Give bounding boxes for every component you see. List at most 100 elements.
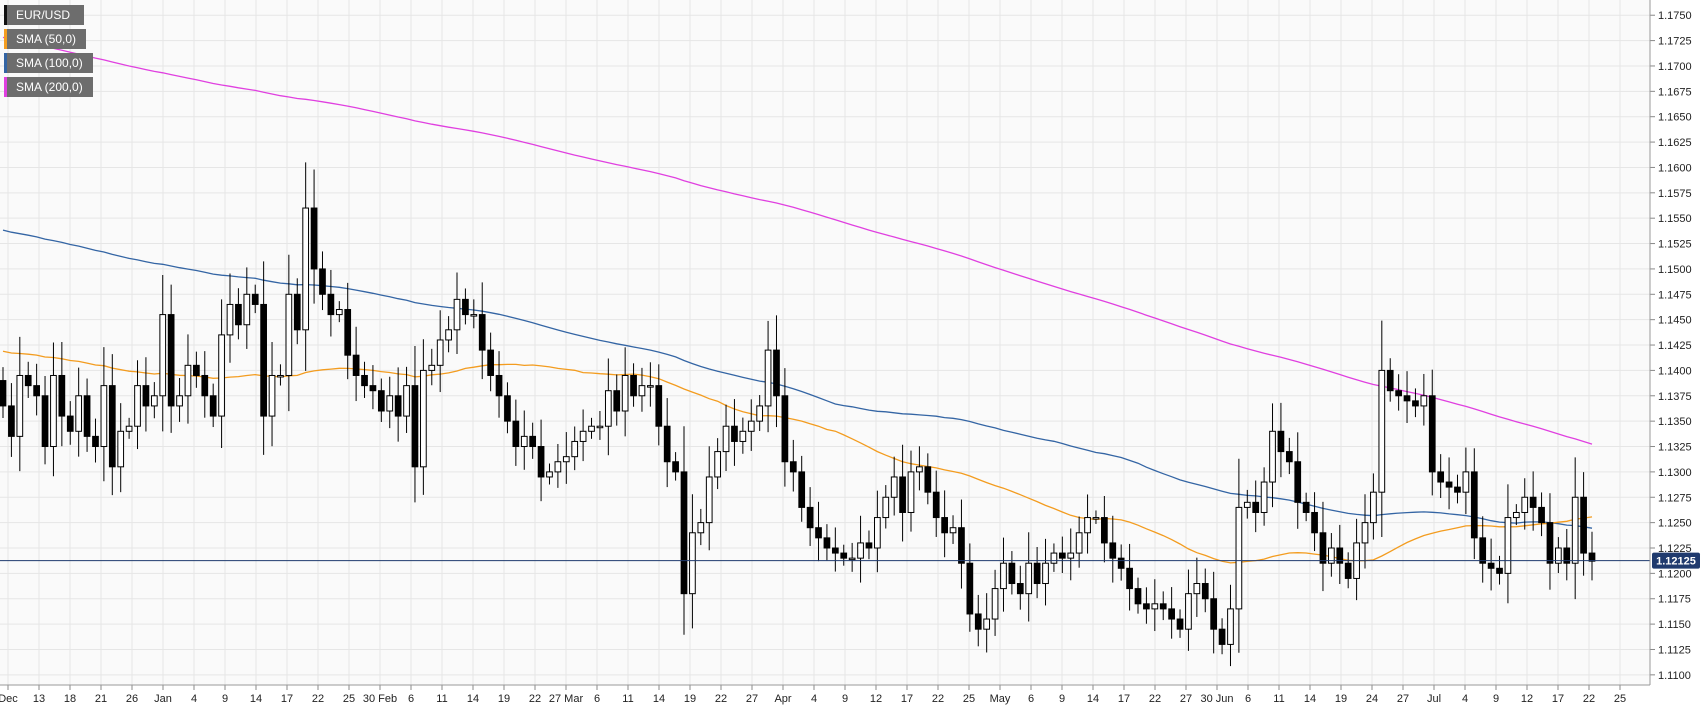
candle-bearish [319, 268, 326, 295]
candle-bearish [1496, 567, 1503, 574]
x-tick-label: 9 [1493, 693, 1499, 705]
x-tick-label: 27 [1397, 693, 1409, 705]
candle-bullish [75, 395, 83, 432]
candle-bearish [613, 390, 621, 412]
candle-bearish [1336, 547, 1344, 564]
candle-bullish [125, 425, 133, 432]
candle-bullish [1571, 496, 1579, 564]
x-tick-label: 13 [33, 693, 45, 705]
candle-bearish [1437, 471, 1445, 483]
candle-bearish [1176, 618, 1184, 630]
x-tick-label: 14 [653, 693, 665, 705]
candle-bearish [731, 425, 738, 442]
legend-item-eurusd[interactable]: EUR/USD [4, 5, 84, 25]
candle-bullish [1151, 603, 1159, 610]
candle-bullish [604, 390, 612, 427]
candle-bearish [1445, 481, 1453, 488]
y-tick-label: 1.1450 [1658, 315, 1692, 327]
candle-bullish [1269, 430, 1276, 483]
y-tick-label: 1.1625 [1658, 137, 1692, 149]
candle-bearish [327, 293, 335, 316]
candle-bearish [806, 506, 814, 529]
candle-bearish [92, 435, 99, 448]
candle-bullish [16, 374, 24, 437]
x-tick-label: 6 [1245, 693, 1251, 705]
candle-bullish [857, 542, 864, 559]
candle-bullish [1235, 506, 1243, 610]
candle-bearish [1033, 562, 1041, 585]
candle-bullish [159, 314, 167, 397]
legend-swatch [4, 29, 7, 49]
candle-bearish [966, 562, 974, 615]
y-tick-label: 1.1375 [1658, 391, 1692, 403]
candle-bullish [150, 395, 158, 407]
candle-bullish [890, 476, 898, 498]
candle-bearish [1470, 471, 1478, 539]
candle-bearish [1395, 390, 1402, 397]
price-label: 1.12125 [1656, 556, 1696, 568]
sma-200-line [2, 36, 1593, 445]
candle-bearish [478, 314, 486, 351]
legend-item-sma-200[interactable]: SMA (200,0) [4, 77, 93, 97]
candle-bearish [251, 293, 259, 305]
x-tick-label: 27 [1180, 693, 1192, 705]
x-tick-label: 22 [932, 693, 944, 705]
candle-bearish [630, 374, 637, 397]
candle-bearish [33, 385, 40, 397]
x-tick-label: 25 [1614, 693, 1626, 705]
y-tick-label: 1.1275 [1658, 492, 1692, 504]
candle-bullish [689, 532, 696, 595]
x-tick-label: 14 [1087, 693, 1099, 705]
candle-bearish [1319, 532, 1327, 564]
x-tick-label: 21 [95, 693, 107, 705]
candle-bearish [655, 385, 663, 427]
candle-bearish [1479, 537, 1487, 564]
legend-item-sma-100[interactable]: SMA (100,0) [4, 53, 93, 73]
y-tick-label: 1.1150 [1658, 619, 1691, 631]
candle-bearish [899, 476, 906, 513]
candle-bullish [848, 557, 856, 561]
candle-bearish [823, 537, 831, 549]
sma-50-path [2, 350, 1593, 564]
candle-bullish [1504, 517, 1512, 574]
candle-bullish [554, 461, 562, 473]
candle-bullish [1193, 583, 1201, 595]
candle-bullish [1260, 481, 1268, 513]
legend: EUR/USD SMA (50,0) SMA (100,0) SMA (200,… [4, 5, 93, 101]
candle-bearish [504, 395, 511, 422]
candle-bullish [1075, 532, 1083, 554]
candle-bearish [1058, 552, 1066, 559]
candle-bearish [672, 461, 679, 473]
candle-bullish [546, 471, 553, 478]
candle-bullish [638, 385, 646, 397]
candle-bullish [705, 476, 713, 524]
candle-bullish [470, 314, 478, 317]
candle-bearish [1588, 552, 1596, 562]
price-label-box [1652, 552, 1700, 569]
candle-bearish [310, 207, 318, 270]
candle-bearish [1294, 461, 1302, 503]
candle-bullish [445, 329, 452, 341]
y-tick-label: 1.1225 [1658, 543, 1692, 555]
candle-bearish [209, 395, 217, 417]
candle-bearish [201, 374, 209, 397]
candle-bullish [100, 385, 108, 448]
x-tick-label: Jan [154, 693, 172, 705]
candle-bullish [226, 303, 234, 336]
y-tick-label: 1.1650 [1658, 112, 1692, 124]
x-tick-label: 11 [1273, 693, 1284, 705]
x-tick-label: 22 [529, 693, 541, 705]
x-tick-label: 30 Jun [1200, 693, 1233, 705]
candle-bearish [1168, 608, 1175, 620]
candle-bearish [1487, 562, 1495, 569]
candle-bullish [714, 451, 721, 478]
candle-bullish [436, 339, 444, 366]
candle-bullish [579, 430, 587, 442]
candle-bearish [1311, 511, 1318, 534]
candle-bearish [1529, 496, 1537, 508]
legend-item-sma-50[interactable]: SMA (50,0) [4, 29, 87, 49]
candle-bearish [487, 349, 494, 376]
candle-bearish [1277, 430, 1285, 453]
legend-swatch [4, 77, 7, 97]
